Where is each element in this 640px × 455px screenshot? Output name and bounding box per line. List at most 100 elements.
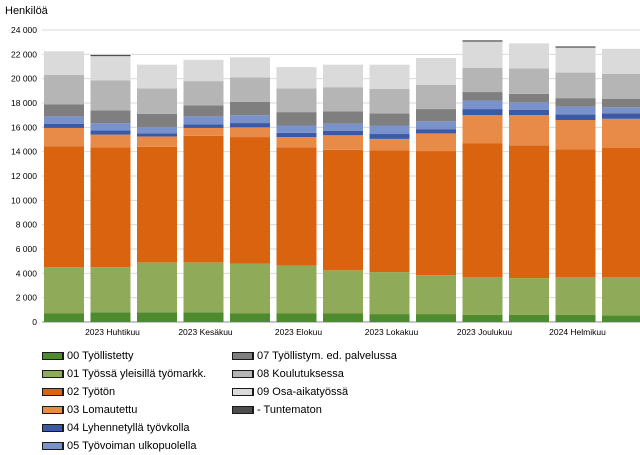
bar-segment bbox=[90, 80, 131, 111]
bar-segment bbox=[509, 109, 549, 116]
bar-segment bbox=[369, 272, 410, 315]
bar-segment bbox=[416, 84, 456, 110]
bar-segment bbox=[323, 130, 363, 136]
bar-segment bbox=[462, 100, 503, 110]
bar-segment bbox=[602, 276, 640, 316]
legend-item: 05 Työvoiman ulkopuolella bbox=[42, 440, 196, 452]
legend-item: 02 Työtön bbox=[42, 386, 115, 398]
legend-item: 07 Työllistym. ed. palvelussa bbox=[232, 350, 397, 362]
bar-segment bbox=[462, 41, 503, 68]
legend-label: 00 Työllistetty bbox=[67, 350, 134, 362]
bar-segment bbox=[276, 112, 317, 126]
y-tick-label: 6 000 bbox=[16, 244, 38, 254]
bar-segment bbox=[323, 111, 363, 124]
x-tick-label: 2023 Lokakuu bbox=[365, 327, 419, 337]
bar-segment bbox=[137, 136, 177, 147]
y-tick-label: 20 000 bbox=[11, 74, 37, 84]
bar-segment bbox=[602, 148, 640, 277]
y-tick-label: 22 000 bbox=[11, 49, 37, 59]
bar-segment bbox=[416, 314, 456, 322]
bar-segment bbox=[323, 123, 363, 131]
bar-segment bbox=[44, 127, 84, 147]
bar-segment bbox=[602, 315, 640, 322]
legend-swatch bbox=[232, 352, 254, 360]
bar-segment bbox=[555, 149, 596, 277]
bar-stack-2023-12 bbox=[462, 40, 503, 322]
bar-segment bbox=[323, 149, 363, 271]
legend-label: 05 Työvoiman ulkopuolella bbox=[67, 440, 197, 452]
bar-segment bbox=[230, 127, 270, 138]
bar-segment bbox=[90, 110, 131, 124]
bar-segment bbox=[509, 115, 549, 146]
bar-segment bbox=[509, 68, 549, 94]
bars bbox=[44, 40, 640, 322]
bar-segment bbox=[44, 104, 84, 117]
bar-segment bbox=[462, 92, 503, 101]
bar-segment bbox=[44, 146, 84, 268]
bar-segment bbox=[230, 263, 270, 314]
y-tick-label: 14 000 bbox=[11, 147, 37, 157]
y-tick-label: 0 bbox=[32, 317, 37, 327]
bar-segment bbox=[369, 134, 410, 139]
bar-segment bbox=[276, 67, 317, 89]
bar-segment bbox=[183, 116, 224, 125]
legend-swatch bbox=[42, 442, 64, 450]
bar-segment bbox=[276, 125, 317, 133]
bar-segment bbox=[602, 118, 640, 149]
y-tick-label: 10 000 bbox=[11, 195, 37, 205]
bar-segment bbox=[183, 124, 224, 128]
bar-segment bbox=[183, 81, 224, 106]
bar-segment bbox=[555, 46, 596, 48]
bar-segment bbox=[276, 88, 317, 113]
bar-segment bbox=[416, 57, 456, 85]
bar-segment bbox=[137, 127, 177, 134]
bar-segment bbox=[44, 116, 84, 124]
bar-segment bbox=[509, 314, 549, 322]
bar-segment bbox=[369, 138, 410, 151]
legend-swatch bbox=[42, 370, 64, 378]
legend-item: 09 Osa-aikatyössä bbox=[232, 386, 348, 398]
legend-item: 08 Koulutuksessa bbox=[232, 368, 344, 380]
legend-swatch bbox=[42, 406, 64, 414]
bar-segment bbox=[509, 93, 549, 103]
bar-segment bbox=[555, 120, 596, 150]
bar-segment bbox=[602, 73, 640, 99]
bar-segment bbox=[230, 77, 270, 102]
bar-segment bbox=[555, 72, 596, 99]
y-axis-label: Henkilöä bbox=[5, 5, 49, 17]
bar-segment bbox=[462, 109, 503, 116]
bar-stack-2023-03 bbox=[44, 51, 84, 322]
legend-swatch bbox=[42, 352, 64, 360]
bar-segment bbox=[90, 130, 131, 135]
x-tick-label: 2023 Huhtikuu bbox=[85, 327, 140, 337]
bar-segment bbox=[90, 147, 131, 268]
bar-segment bbox=[602, 113, 640, 119]
legend-item: 03 Lomautettu bbox=[42, 404, 137, 416]
bar-segment bbox=[369, 64, 410, 90]
bar-segment bbox=[602, 107, 640, 114]
bar-segment bbox=[369, 89, 410, 114]
bar-segment bbox=[462, 40, 503, 42]
bar-segment bbox=[509, 145, 549, 279]
bar-segment bbox=[462, 67, 503, 93]
bar-segment bbox=[90, 134, 131, 148]
bar-segment bbox=[44, 267, 84, 314]
bar-segment bbox=[276, 132, 317, 138]
bar-segment bbox=[509, 278, 549, 315]
bar-segment bbox=[555, 114, 596, 121]
legend-item: 00 Työllistetty bbox=[42, 350, 133, 362]
bar-segment bbox=[183, 312, 224, 322]
bar-segment bbox=[90, 54, 131, 57]
bar-segment bbox=[276, 265, 317, 314]
bar-segment bbox=[276, 147, 317, 266]
y-tick-label: 16 000 bbox=[11, 122, 37, 132]
bar-segment bbox=[183, 135, 224, 263]
bar-segment bbox=[416, 109, 456, 122]
bar-segment bbox=[137, 113, 177, 128]
legend-swatch bbox=[232, 370, 254, 378]
bar-segment bbox=[602, 48, 640, 74]
bar-segment bbox=[555, 47, 596, 73]
bar-stack-2023-07 bbox=[230, 57, 270, 322]
bar-stack-2023-10 bbox=[369, 64, 410, 322]
bar-segment bbox=[369, 314, 410, 322]
